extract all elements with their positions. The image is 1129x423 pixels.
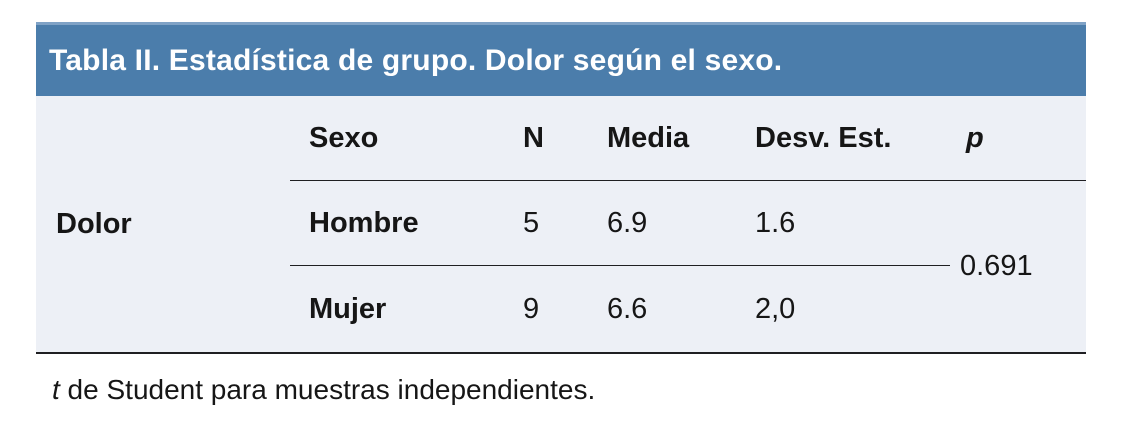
table-title: Tabla II. Estadística de grupo. Dolor se… — [49, 43, 783, 77]
table-cell-sexo-mujer: Mujer — [309, 292, 387, 325]
table-card: Tabla II. Estadística de grupo. Dolor se… — [36, 22, 1086, 354]
footnote-t-symbol: t — [52, 374, 60, 405]
table-footnote: t de Student para muestras independiente… — [52, 374, 1129, 406]
table-title-bar: Tabla II. Estadística de grupo. Dolor se… — [36, 22, 1086, 96]
column-header-p: p — [950, 96, 1086, 181]
column-header-n: N — [503, 96, 585, 181]
table-cell-n-mujer: 9 — [523, 292, 540, 325]
table-cell-desv-hombre: 1.6 — [737, 181, 950, 266]
column-header-media: Media — [585, 96, 737, 181]
statistics-table: Dolor Sexo N Media Desv. Est. p Hombre 5… — [36, 96, 1086, 354]
table-cell-desv-mujer: 2,0 — [755, 292, 796, 325]
table-cell-sexo-hombre: Hombre — [290, 181, 503, 266]
table-cell-n-hombre: 5 — [503, 181, 585, 266]
column-header-desv-est: Desv. Est. — [737, 96, 950, 181]
row-group-label-dolor: Dolor — [56, 207, 132, 240]
table-cell-media-mujer: 6.6 — [607, 292, 648, 325]
table-cell-media-hombre: 6.9 — [585, 181, 737, 266]
footnote-text: de Student para muestras independientes. — [59, 374, 596, 405]
table-cell-p-value: 0.691 — [960, 250, 1033, 282]
column-header-sexo: Sexo — [290, 96, 503, 181]
